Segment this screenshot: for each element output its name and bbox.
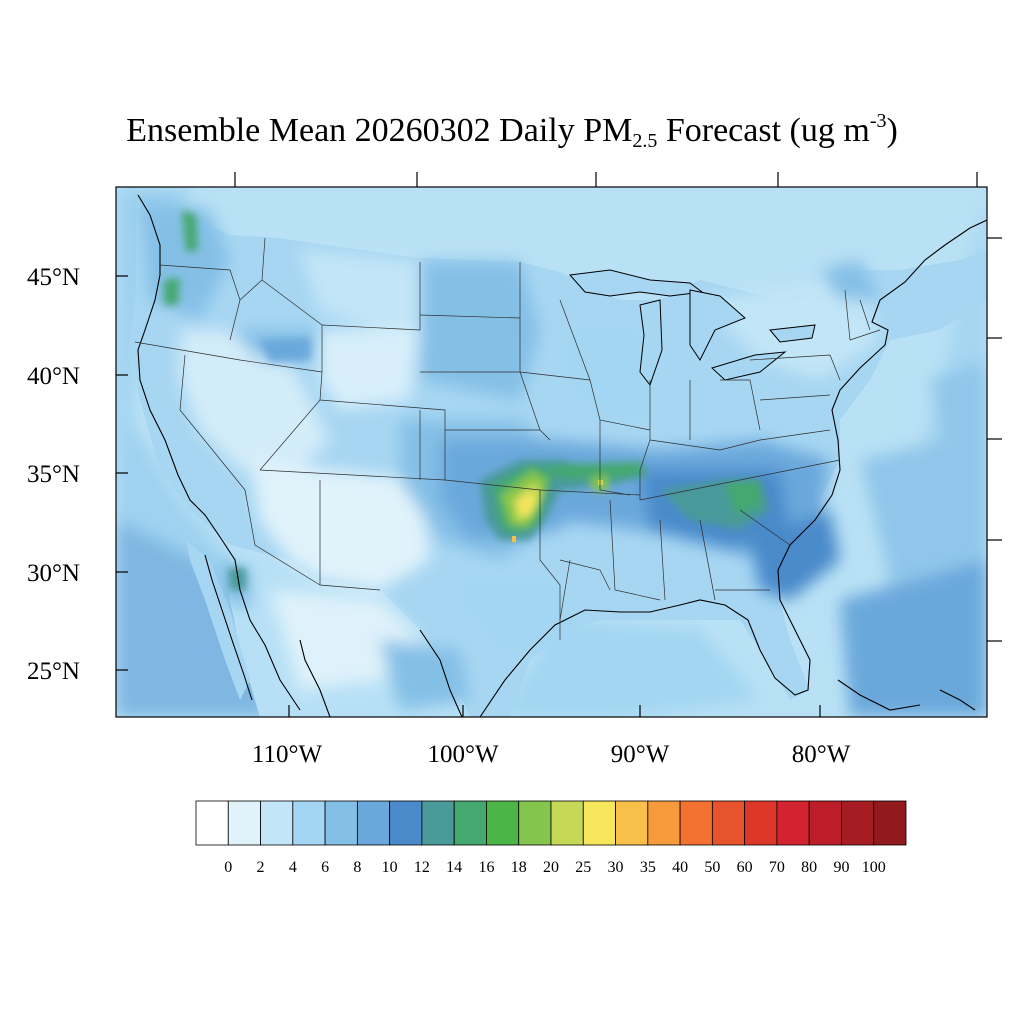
colorbar-swatch — [227, 800, 261, 846]
colorbar-label: 100 — [862, 859, 886, 876]
colorbar-label: 10 — [382, 859, 398, 876]
lon-label: 90°W — [611, 741, 670, 768]
colorbar-label: 8 — [353, 859, 361, 876]
colorbar-label: 40 — [672, 859, 688, 876]
colorbar-label: 25 — [575, 859, 591, 876]
colorbar-swatch — [776, 800, 810, 846]
colorbar-swatch — [744, 800, 778, 846]
lat-label: 40°N — [27, 363, 80, 390]
colorbar-label: 0 — [224, 859, 232, 876]
pm25-peak — [512, 480, 603, 542]
title-superscript: -3 — [869, 110, 887, 132]
lat-label: 25°N — [27, 658, 80, 685]
colorbar-label: 30 — [608, 859, 624, 876]
map-title: Ensemble Mean 20260302 Daily PM2.5 Forec… — [0, 110, 1024, 152]
colorbar-label: 20 — [543, 859, 559, 876]
colorbar-label: 2 — [257, 859, 265, 876]
coastlines — [137, 194, 987, 717]
colorbar-swatch — [421, 800, 455, 846]
colorbar-swatch — [292, 800, 326, 846]
colorbar-swatch — [711, 800, 746, 846]
colorbar-label: 6 — [321, 859, 329, 876]
colorbar — [195, 800, 907, 846]
title-text: Ensemble Mean 20260302 Daily PM — [126, 112, 633, 149]
title-subscript: 2.5 — [632, 130, 658, 152]
colorbar-label: 18 — [511, 859, 527, 876]
colorbar-label: 70 — [769, 859, 785, 876]
state-boundaries — [134, 237, 881, 640]
longitude-labels: 110°W 100°W 90°W 80°W — [252, 741, 851, 768]
title-text-units: Forecast (ug m — [657, 112, 870, 149]
pm25-field — [140, 200, 880, 710]
colorbar-swatch — [679, 800, 713, 846]
latitude-labels: 45°N 40°N 35°N 30°N 25°N — [27, 264, 80, 685]
colorbar-swatch — [582, 800, 616, 846]
colorbar-swatch — [324, 800, 358, 846]
baja-land — [186, 540, 250, 700]
lon-label: 100°W — [427, 741, 498, 768]
colorbar-swatch — [873, 800, 907, 846]
colorbar-label: 80 — [801, 859, 817, 876]
colorbar-swatch — [195, 800, 229, 846]
colorbar-swatch — [260, 800, 294, 846]
colorbar-swatch — [486, 800, 520, 846]
colorbar-label: 90 — [833, 859, 849, 876]
colorbar-swatch — [841, 800, 875, 846]
colorbar-swatch — [453, 800, 487, 846]
lat-label: 30°N — [27, 560, 80, 587]
colorbar-label: 4 — [289, 859, 297, 876]
colorbar-label: 60 — [737, 859, 753, 876]
colorbar-swatch — [389, 800, 423, 846]
colorbar-label: 35 — [640, 859, 656, 876]
lon-label: 80°W — [792, 741, 851, 768]
ocean-shading — [116, 187, 987, 717]
colorbar-swatch — [356, 800, 391, 846]
colorbar-label: 16 — [478, 859, 494, 876]
map-field — [116, 187, 987, 717]
colorbar-swatch — [615, 800, 649, 846]
colorbar-label: 50 — [704, 859, 720, 876]
colorbar-swatch — [518, 800, 552, 846]
colorbar-swatch — [808, 800, 842, 846]
colorbar-swatch — [550, 800, 584, 846]
title-text-end: ) — [886, 112, 898, 149]
map-ticks — [116, 172, 1002, 717]
colorbar-labels: 0 2 4 6 8 10 12 14 16 18 20 25 30 35 40 50 60 70 80 90 100 — [224, 859, 885, 876]
map-frame — [115, 186, 988, 718]
colorbar-label: 12 — [414, 859, 430, 876]
colorbar-label: 14 — [446, 859, 462, 876]
lat-label: 45°N — [27, 264, 80, 291]
lon-label: 110°W — [252, 741, 323, 768]
colorbar-swatch — [647, 800, 681, 846]
lat-label: 35°N — [27, 461, 80, 488]
